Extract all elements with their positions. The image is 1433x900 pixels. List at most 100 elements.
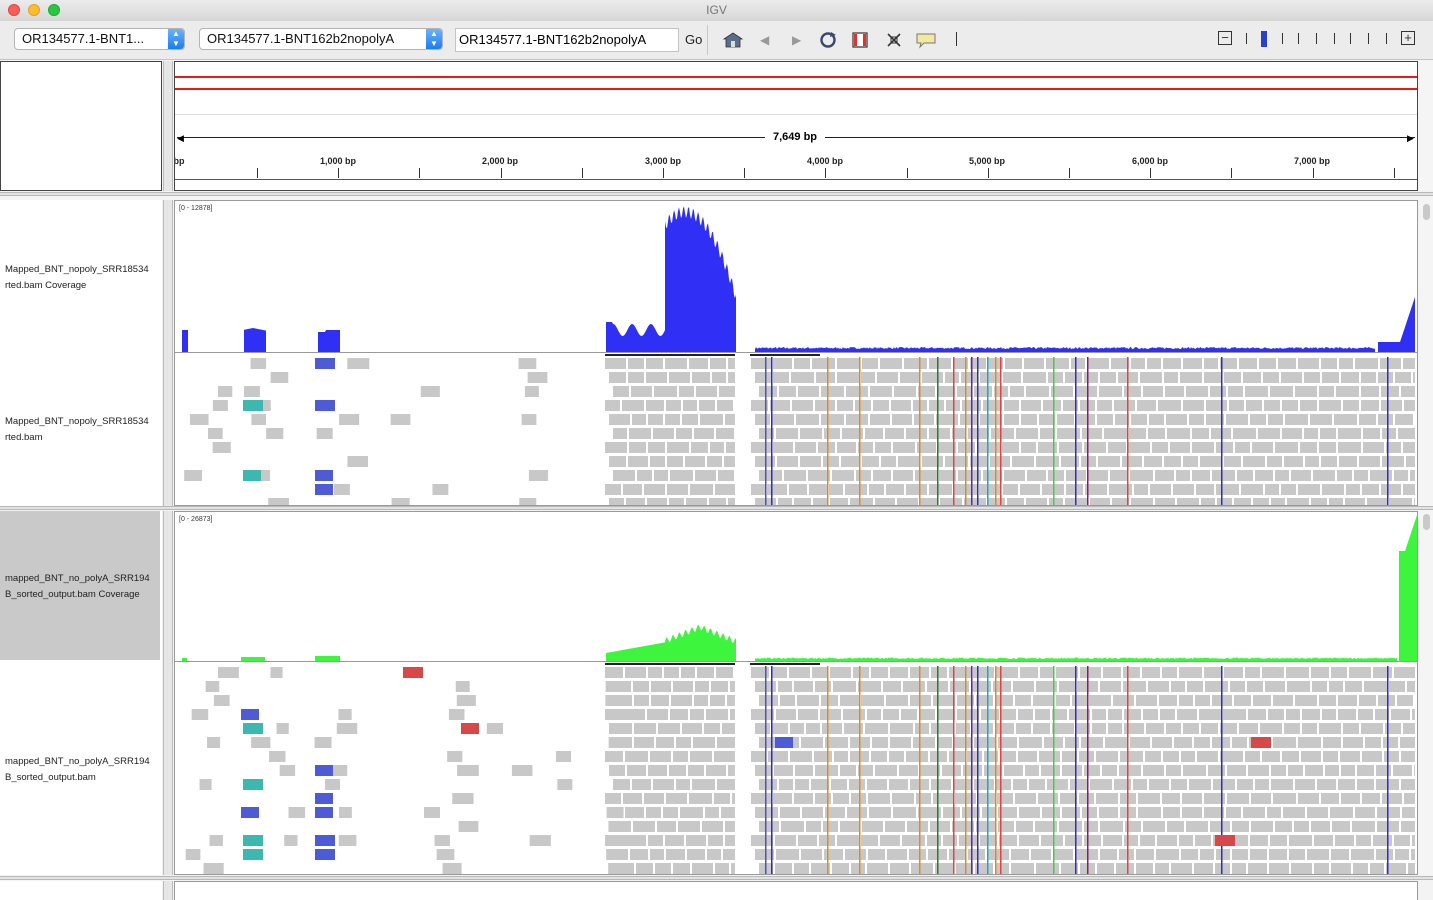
panel-separator[interactable] [0,876,1433,880]
read [1142,667,1160,678]
read [1035,709,1050,720]
read [1105,737,1128,748]
genome-select[interactable]: OR134577.1-BNT1... ▲ ▼ [14,28,185,50]
coverage-area [182,515,1417,661]
zoom-out-button[interactable]: − [1218,31,1232,45]
read [768,751,788,762]
alignment-track-label[interactable]: Mapped_BNT_nopoly_SRR18534 rted.bam [5,416,149,443]
read [1323,737,1341,748]
read [1149,414,1164,425]
read [1389,498,1412,505]
read [1335,835,1354,846]
read [1286,709,1300,720]
forward-icon[interactable]: ▶ [792,33,802,47]
track-scrollbar-1[interactable] [1420,200,1433,506]
read [1361,372,1376,383]
read [893,442,915,453]
refresh-icon[interactable] [817,31,839,49]
read [1340,751,1360,762]
go-button[interactable]: Go [685,32,703,47]
read [1404,793,1415,804]
read [333,484,350,495]
scroll-thumb[interactable] [1423,514,1430,530]
read [1092,709,1106,720]
read [1138,807,1161,818]
alignment-track-1[interactable] [175,353,1418,506]
alignment-track-label[interactable]: mapped_BNT_no_polyA_SRR194 B_sorted_outp… [5,756,150,783]
read [929,400,944,411]
read [771,667,787,678]
read [653,428,674,439]
chromosome-select[interactable]: OR134577.1-BNT162b2nopolyA ▲ ▼ [199,28,443,50]
read [1136,849,1154,860]
read [1403,442,1415,453]
read [1192,470,1210,481]
mismatch-line [765,357,767,505]
zoom-in-button[interactable]: + [1401,31,1415,45]
minimize-window-button[interactable] [28,4,40,16]
read [528,470,549,481]
title-bar: IGV [0,0,1433,22]
track-scrollbar-2[interactable] [1420,511,1433,875]
coverage-track-1[interactable] [175,201,1418,353]
read [1264,400,1280,411]
read [605,681,622,692]
read [751,484,765,495]
roi-icon[interactable] [851,31,869,49]
read [1341,793,1360,804]
read [710,358,726,369]
read [1359,695,1376,706]
scroll-thumb[interactable] [1423,204,1430,220]
read [1359,414,1376,425]
read [1041,835,1063,846]
coverage-track-label[interactable]: mapped_BNT_no_polyA_SRR194 B_sorted_outp… [5,573,150,600]
read [792,400,813,411]
close-window-button[interactable] [8,4,20,16]
read [1365,737,1381,748]
read [1386,863,1406,874]
coverage-track-2[interactable] [175,512,1418,662]
zoom-slider-thumb[interactable] [1261,31,1267,47]
read [873,470,891,481]
panel-separator[interactable] [0,192,1433,196]
read [1357,765,1374,776]
coverage-track-label[interactable]: Mapped_BNT_nopoly_SRR18534 rted.bam Cove… [5,264,149,291]
read [781,821,804,832]
read [1322,709,1336,720]
read [1099,386,1122,397]
read [953,779,972,790]
home-icon[interactable] [722,31,744,49]
read [634,723,656,734]
read [1208,765,1225,776]
read [199,779,212,790]
read [1243,372,1261,383]
back-icon[interactable]: ◀ [760,33,770,47]
read [1136,863,1153,874]
read [959,835,978,846]
popup-icon[interactable] [915,31,937,49]
read [1343,400,1359,411]
read [689,793,712,804]
read [816,372,835,383]
read [1401,386,1415,397]
read [1294,821,1309,832]
read [1287,498,1309,505]
read [1166,414,1187,425]
zoom-window-button[interactable] [48,4,60,16]
fit-icon[interactable] [885,31,903,49]
header-scrollbar[interactable] [1420,61,1433,191]
read [728,372,735,383]
read [456,695,476,706]
read [777,456,798,467]
read [1295,695,1317,706]
alignment-track-2[interactable] [175,662,1418,875]
read [1321,456,1337,467]
read [1027,470,1046,481]
locus-input[interactable]: OR134577.1-BNT162b2nopolyA [455,28,679,52]
read [1056,667,1078,678]
panel-separator[interactable] [0,506,1433,510]
read [1157,835,1177,846]
read [1183,456,1198,467]
read [751,667,769,678]
read [1166,723,1181,734]
